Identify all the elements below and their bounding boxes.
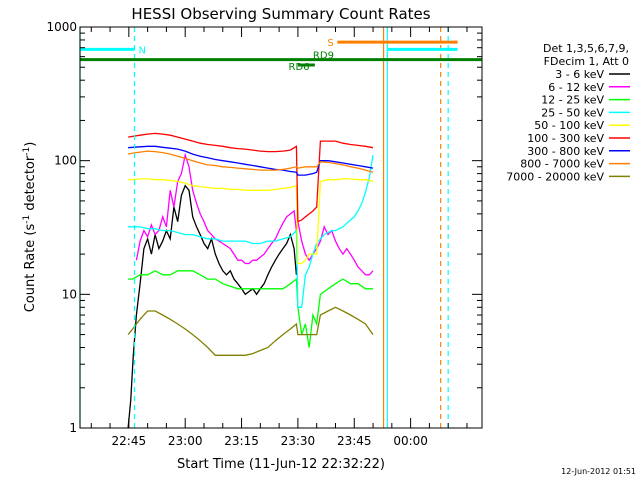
series-line-9 xyxy=(127,306,374,356)
y-axis-title: Count Rate (s-1 detector-1) xyxy=(22,142,38,313)
attenuator-label-s: S xyxy=(327,38,333,49)
legend-entry-label-6: 100 - 300 keV xyxy=(527,132,604,145)
legend-entry-label-2: 6 - 12 keV xyxy=(548,81,604,94)
legend-entry-label-5: 50 - 100 keV xyxy=(534,119,604,132)
series-line-5 xyxy=(128,178,374,265)
x-tick-label-2: 23:00 xyxy=(168,434,203,448)
series-line-6 xyxy=(128,132,374,223)
series-line-3 xyxy=(128,270,373,348)
attenuator-label-n: N xyxy=(138,45,145,56)
x-axis: 22:45 23:00 23:15 23:30 23:45 00:00 xyxy=(90,27,468,448)
x-axis-title: Start Time (11-Jun-12 22:32:22) xyxy=(177,457,385,472)
series-line-2 xyxy=(135,152,374,276)
series-line-7 xyxy=(128,145,374,176)
y-tick-label-3: 100 xyxy=(54,154,77,168)
rd-label-rd6: RD6 xyxy=(289,62,310,73)
y-tick-label-2: 10 xyxy=(62,287,77,301)
rd-label-rd9: RD9 xyxy=(313,51,334,62)
legend: Det 1,3,5,6,7,9, FDecim 1, Att 0 3 - 6 k… xyxy=(506,42,630,183)
plot-area xyxy=(127,132,374,429)
y-tick-label-1: 1 xyxy=(69,421,77,435)
x-tick-label-5: 23:45 xyxy=(337,434,372,448)
chart-title: HESSI Observing Summary Count Rates xyxy=(131,5,430,23)
legend-entry-label-7: 300 - 800 keV xyxy=(527,145,604,158)
series-line-8 xyxy=(127,150,374,173)
plot-frame xyxy=(79,26,483,429)
legend-entry-label-3: 12 - 25 keV xyxy=(541,94,604,107)
series-line-1 xyxy=(127,184,298,429)
footer-timestamp: 12-Jun-2012 01:51 xyxy=(561,467,636,476)
legend-header-line-1: Det 1,3,5,6,7,9, xyxy=(543,42,629,55)
x-tick-label-1: 22:45 xyxy=(112,434,147,448)
legend-entry-label-1: 3 - 6 keV xyxy=(555,68,604,81)
y-tick-label-4: 1000 xyxy=(46,20,77,34)
legend-header-line-2: FDecim 1, Att 0 xyxy=(544,55,629,68)
series-line-4 xyxy=(128,154,374,308)
legend-entry-label-9: 7000 - 20000 keV xyxy=(506,170,604,183)
legend-entry-label-8: 800 - 7000 keV xyxy=(520,158,604,171)
x-tick-label-6: 00:00 xyxy=(393,434,428,448)
legend-entry-label-4: 25 - 50 keV xyxy=(541,106,604,119)
y-axis: 1 10 100 1000 xyxy=(46,20,482,435)
x-tick-label-4: 23:30 xyxy=(281,434,316,448)
x-tick-label-3: 23:15 xyxy=(224,434,259,448)
